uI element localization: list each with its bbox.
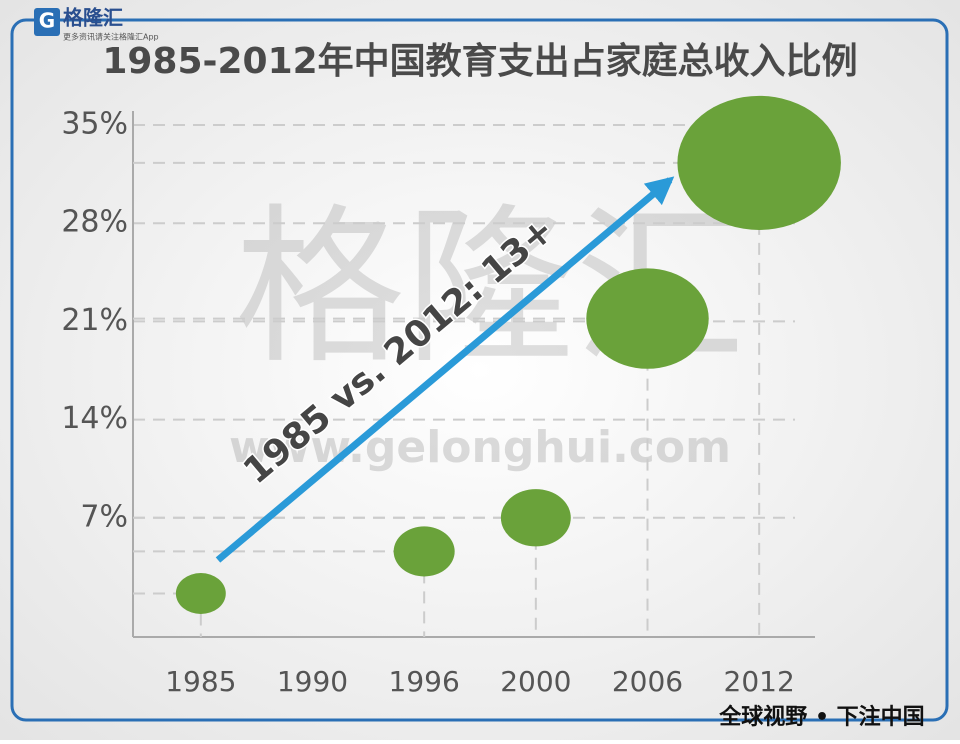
arrow — [215, 176, 675, 563]
y-tick-label: 21% — [61, 303, 128, 338]
y-tick-label: 28% — [61, 205, 128, 240]
bubble — [393, 526, 455, 577]
y-tick-label: 35% — [61, 107, 128, 142]
x-tick-label: 2006 — [612, 665, 683, 698]
x-tick-label: 2012 — [724, 665, 795, 698]
x-tick-label: 1990 — [277, 665, 348, 698]
bubble — [677, 95, 841, 230]
logo-icon — [34, 8, 60, 36]
x-tick-label: 1996 — [389, 665, 460, 698]
y-tick-label: 7% — [80, 499, 128, 534]
logo: G 格隆汇 更多资讯请关注格隆汇App — [34, 6, 159, 42]
logo-name: 格隆汇 — [63, 6, 123, 30]
chart-title: 1985-2012年中国教育支出占家庭总收入比例 — [102, 41, 857, 82]
bubble — [500, 489, 571, 547]
bubble — [175, 573, 226, 614]
bubble — [586, 268, 709, 369]
y-tick-label: 14% — [61, 401, 128, 436]
x-tick-label: 1985 — [165, 665, 236, 698]
footer: 全球视野 • 下注中国 — [718, 704, 924, 730]
logo-tagline: 更多资讯请关注格隆汇App — [63, 32, 159, 42]
logo-letter: G — [39, 9, 55, 33]
frame — [10, 18, 949, 722]
x-tick-label: 2000 — [500, 665, 571, 698]
